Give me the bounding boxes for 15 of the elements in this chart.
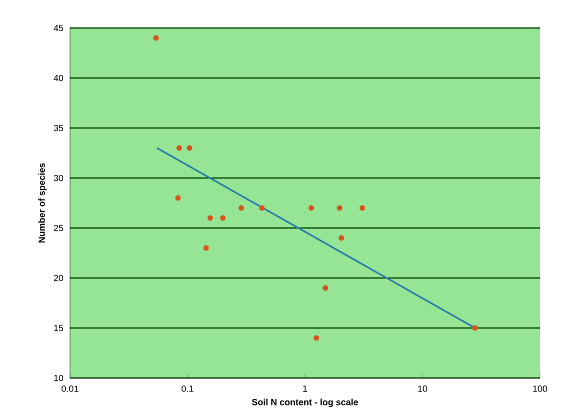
x-tick-label: 0.1: [182, 386, 194, 392]
y-axis-title: Number of species: [38, 163, 47, 243]
x-tick-label: 10: [418, 386, 428, 392]
x-tick-label: 0.01: [62, 386, 78, 392]
y-tick-label: 15: [54, 324, 64, 332]
y-tick-label: 45: [54, 24, 64, 32]
y-tick-label: 40: [54, 74, 64, 82]
x-axis-title: Soil N content - log scale: [252, 398, 358, 408]
x-tick-label: 100: [533, 386, 548, 392]
y-tick-label: 20: [54, 274, 64, 282]
y-tick-label: 10: [54, 374, 64, 382]
y-tick-label: 35: [54, 124, 64, 132]
y-tick-label: 25: [54, 224, 64, 232]
x-tick-label: 1: [303, 386, 308, 392]
y-tick-label: 30: [54, 174, 64, 182]
